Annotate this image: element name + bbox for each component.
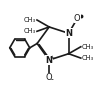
Text: CH₃: CH₃ xyxy=(24,28,36,34)
Text: -: - xyxy=(51,75,54,84)
Text: N: N xyxy=(46,56,53,65)
Text: N: N xyxy=(65,29,72,38)
Text: CH₃: CH₃ xyxy=(24,17,36,23)
Text: O: O xyxy=(46,73,52,82)
Text: CH₃: CH₃ xyxy=(82,55,94,61)
Text: CH₃: CH₃ xyxy=(82,44,94,50)
Text: O: O xyxy=(74,14,81,23)
Text: +: + xyxy=(50,55,55,60)
